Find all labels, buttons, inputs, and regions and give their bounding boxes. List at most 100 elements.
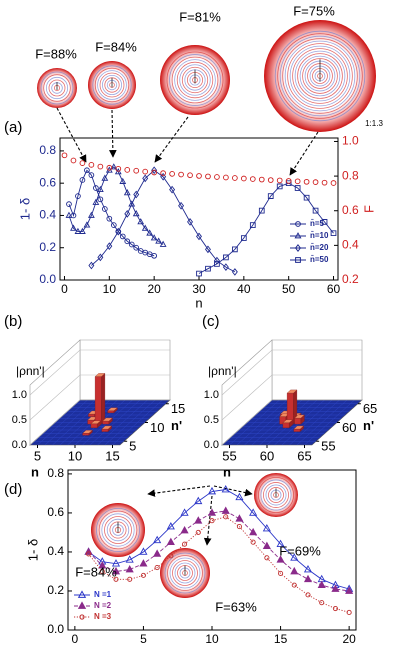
data-point — [141, 224, 149, 231]
data-point — [111, 566, 121, 575]
data-point — [312, 207, 319, 214]
arrow — [147, 485, 211, 497]
data-point — [222, 263, 229, 271]
image-ring — [302, 58, 338, 94]
wigner-image — [264, 20, 376, 132]
y2-tick-label: 0.8 — [342, 168, 359, 182]
bar — [94, 373, 106, 425]
wigner-image — [37, 68, 77, 108]
data-point — [312, 179, 319, 185]
wigner-image — [160, 548, 210, 598]
data-point — [128, 200, 136, 207]
data-point — [137, 218, 145, 225]
data-point — [235, 492, 244, 501]
data-point — [169, 171, 175, 177]
image-ring — [263, 482, 289, 508]
data-point — [221, 506, 230, 514]
y-tick-label: 0.8 — [47, 466, 64, 480]
legend-marker — [77, 601, 87, 609]
z-tick-label: 0.0 — [204, 439, 219, 451]
image-ring — [260, 479, 292, 511]
annotation: F=63% — [215, 599, 257, 614]
data-point — [124, 238, 131, 245]
y-axis-label: 1- δ — [25, 539, 40, 561]
data-point — [70, 224, 77, 231]
z-grid-line — [29, 349, 170, 396]
image-ring — [43, 74, 71, 102]
data-point — [205, 173, 211, 180]
z-grid-line — [29, 374, 170, 421]
data-point — [321, 219, 328, 225]
data-point — [285, 178, 292, 184]
image-ring — [176, 61, 214, 99]
image-ring — [284, 40, 356, 112]
data-point — [160, 172, 167, 181]
data-point — [303, 178, 310, 185]
data-point — [305, 592, 311, 598]
data-point — [101, 174, 109, 181]
y2-tick-label: 0.2 — [342, 272, 359, 286]
data-point — [231, 268, 238, 276]
data-point — [87, 211, 95, 218]
data-point — [196, 232, 202, 241]
series-line — [198, 182, 334, 274]
data-point — [223, 254, 229, 261]
data-point — [115, 227, 122, 236]
data-point — [139, 547, 148, 555]
data-point — [276, 555, 285, 563]
data-point — [182, 541, 188, 547]
y-tick-label: 60 — [342, 420, 356, 435]
data-point — [101, 206, 108, 212]
annotation: F=69% — [279, 543, 321, 558]
data-point — [133, 244, 140, 251]
image-ring — [257, 476, 294, 513]
data-point — [83, 221, 91, 228]
data-point — [294, 185, 301, 191]
image-ring — [174, 562, 196, 584]
data-point — [278, 570, 284, 576]
data-point — [196, 173, 202, 179]
floor-grid — [304, 399, 355, 446]
image-ring — [289, 45, 351, 107]
y-tick-label: 0.2 — [39, 240, 56, 254]
arrows — [56, 107, 319, 546]
data-point — [124, 167, 131, 173]
data-point — [133, 190, 140, 199]
y2-tick-label: 1.0 — [342, 134, 359, 148]
image-ring — [287, 43, 353, 109]
annotation: F=84% — [75, 564, 117, 579]
image-ring — [179, 64, 211, 96]
data-point — [207, 508, 217, 516]
data-point — [151, 169, 158, 176]
legend-label: n̄=5 — [310, 219, 325, 228]
x-axis-label: n — [208, 645, 215, 649]
data-point — [267, 177, 274, 183]
data-point — [240, 235, 247, 241]
data-point — [88, 172, 95, 178]
data-point — [106, 164, 113, 171]
data-point — [258, 176, 265, 183]
data-point — [178, 171, 184, 178]
data-point — [207, 486, 217, 495]
data-point — [290, 566, 299, 575]
data-point — [196, 270, 202, 277]
bar — [102, 417, 113, 425]
image-ring — [104, 516, 132, 544]
y-tick-label: 65 — [363, 401, 377, 416]
image-ring — [299, 55, 341, 97]
x-tick-label: 5 — [140, 632, 147, 646]
image-ring — [169, 54, 221, 106]
data-point — [75, 193, 81, 199]
bar-front — [294, 417, 302, 425]
z-grid-line — [221, 399, 362, 446]
image-ring — [40, 71, 74, 105]
y2-tick-label: 0.6 — [342, 203, 359, 217]
data-point — [123, 189, 131, 196]
bar-top — [94, 373, 106, 377]
x-tick-label: 10 — [103, 282, 117, 296]
data-point — [249, 222, 256, 228]
data-point — [115, 165, 122, 172]
y-tick-label: 0.8 — [39, 143, 56, 157]
y-axis-label: n' — [171, 418, 182, 433]
bar — [282, 419, 294, 429]
